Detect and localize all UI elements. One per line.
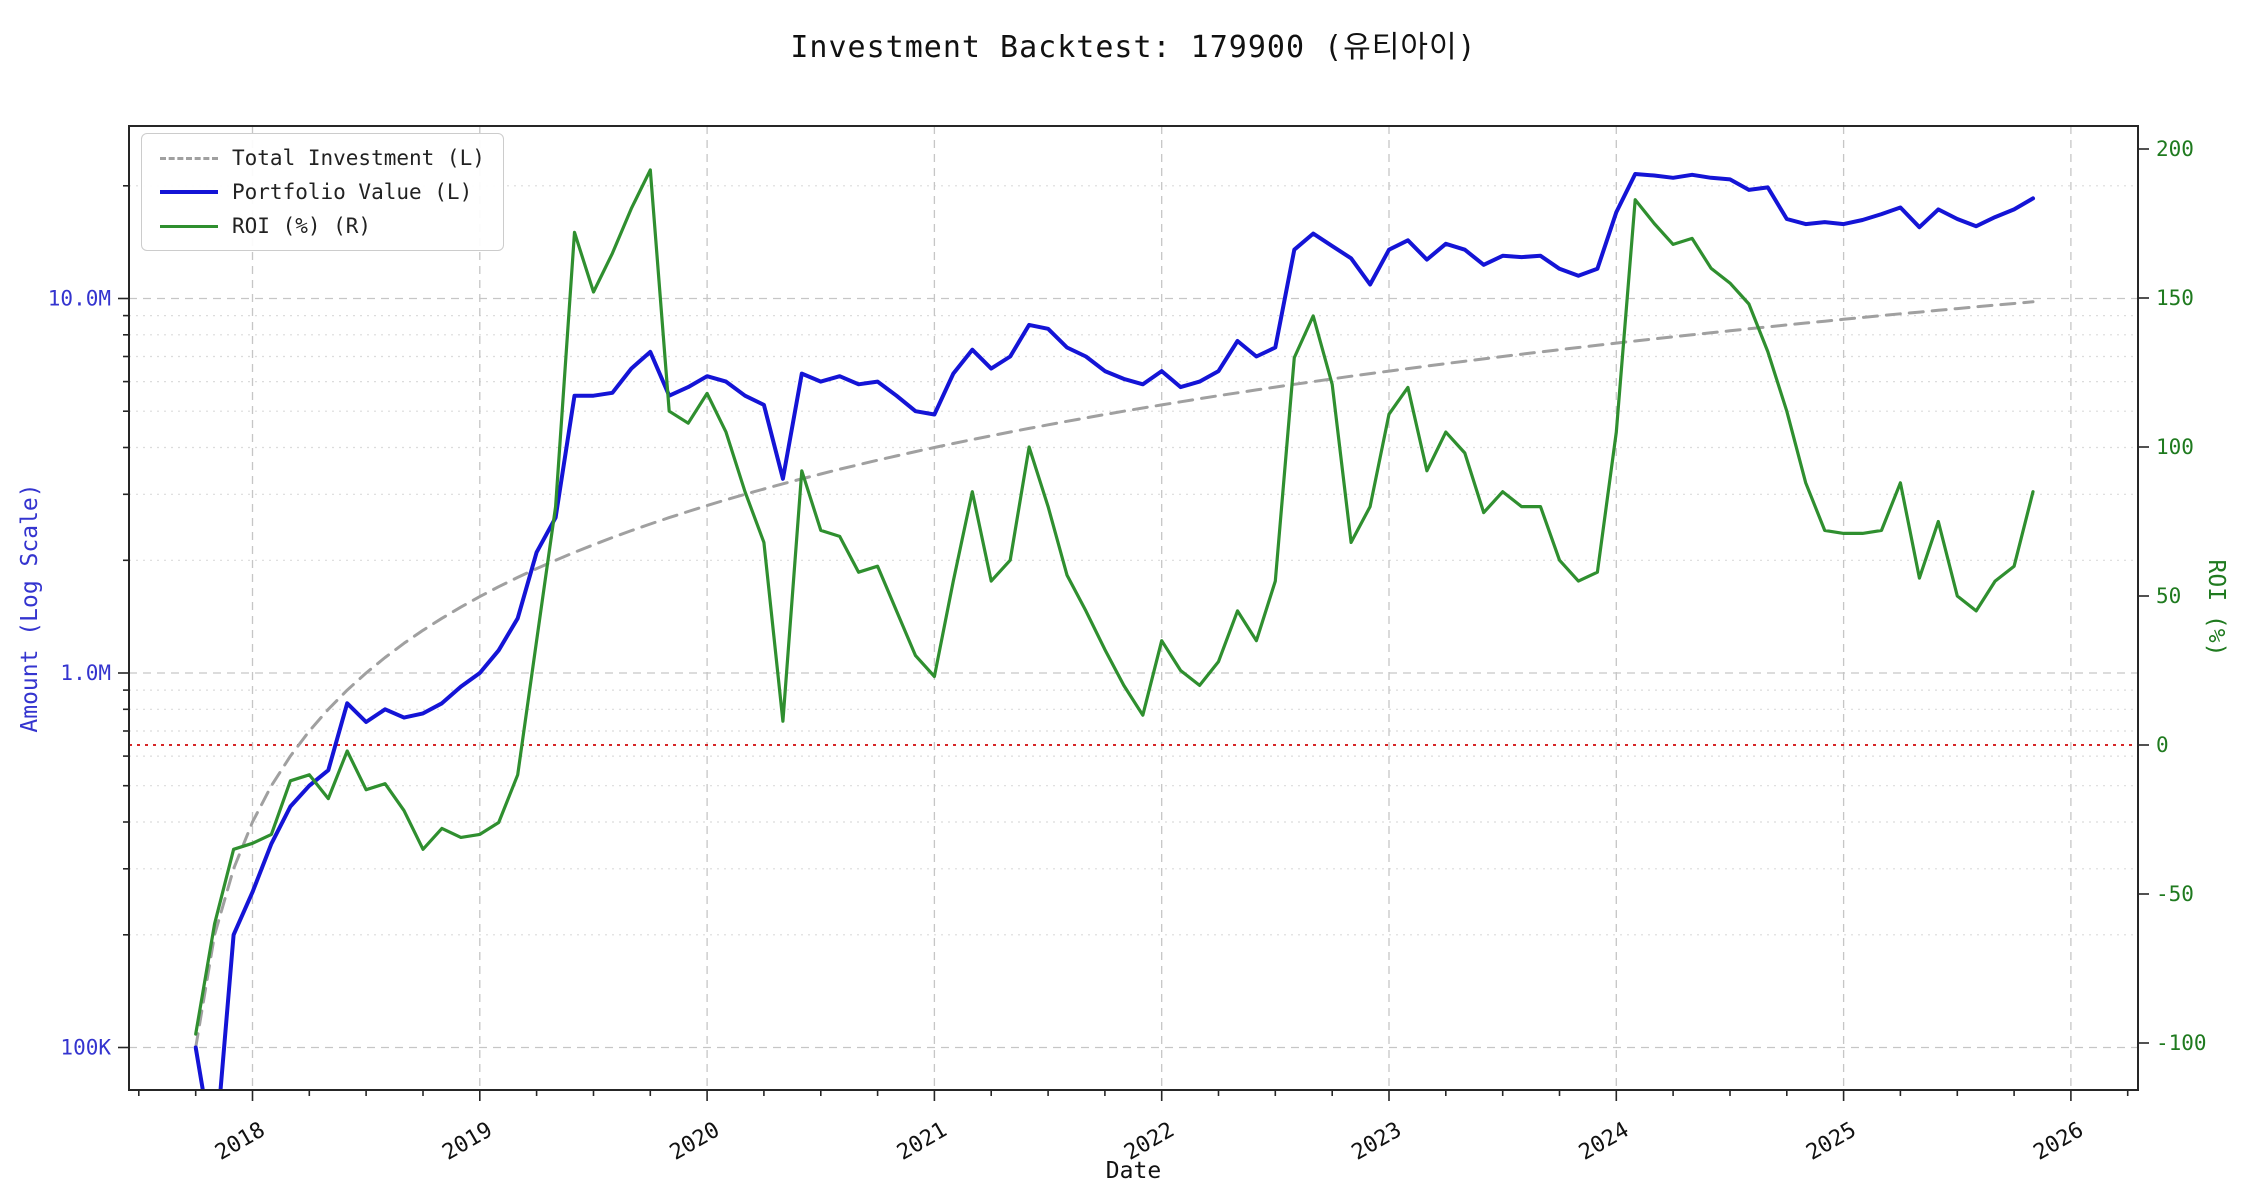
- roi-line: [194, 168, 2035, 1036]
- y-axis-label-left: Amount (Log Scale): [17, 483, 43, 733]
- axes-frame: [128, 125, 2139, 1091]
- total-investment-line: [194, 300, 2035, 1049]
- green-line-swatch-icon: [160, 224, 218, 228]
- y-left-tick-label: 1.0M: [60, 661, 111, 685]
- y-right-tick-label: 50: [2156, 584, 2181, 608]
- portfolio-value-line: [193, 172, 2035, 1090]
- y-right-tick-label: -50: [2156, 882, 2194, 906]
- y-right-tick-label: -100: [2156, 1031, 2207, 1055]
- x-axis-label: Date: [1105, 1158, 1162, 1184]
- dashed-line-swatch-icon: [160, 156, 218, 160]
- legend: Total Investment (L) Portfolio Value (L)…: [141, 133, 504, 251]
- chart-title: Investment Backtest: 179900 (유티아이): [790, 30, 1477, 65]
- legend-label: Total Investment (L): [232, 146, 485, 170]
- y-left-tick-label: 10.0M: [48, 287, 111, 311]
- y-axis-label-right: ROI (%): [2203, 559, 2229, 657]
- y-right-tick-label: 100: [2156, 435, 2194, 459]
- y-right-tick-label: 150: [2156, 286, 2194, 310]
- y-right-tick-label: 200: [2156, 137, 2194, 161]
- legend-item-portfolio-value: Portfolio Value (L): [160, 180, 485, 204]
- y-right-tick-label: 0: [2156, 733, 2169, 757]
- legend-item-total-investment: Total Investment (L): [160, 146, 485, 170]
- legend-label: ROI (%) (R): [232, 214, 372, 238]
- legend-item-roi: ROI (%) (R): [160, 214, 485, 238]
- legend-label: Portfolio Value (L): [232, 180, 473, 204]
- y-left-tick-label: 100K: [60, 1036, 111, 1060]
- blue-line-swatch-icon: [160, 190, 218, 194]
